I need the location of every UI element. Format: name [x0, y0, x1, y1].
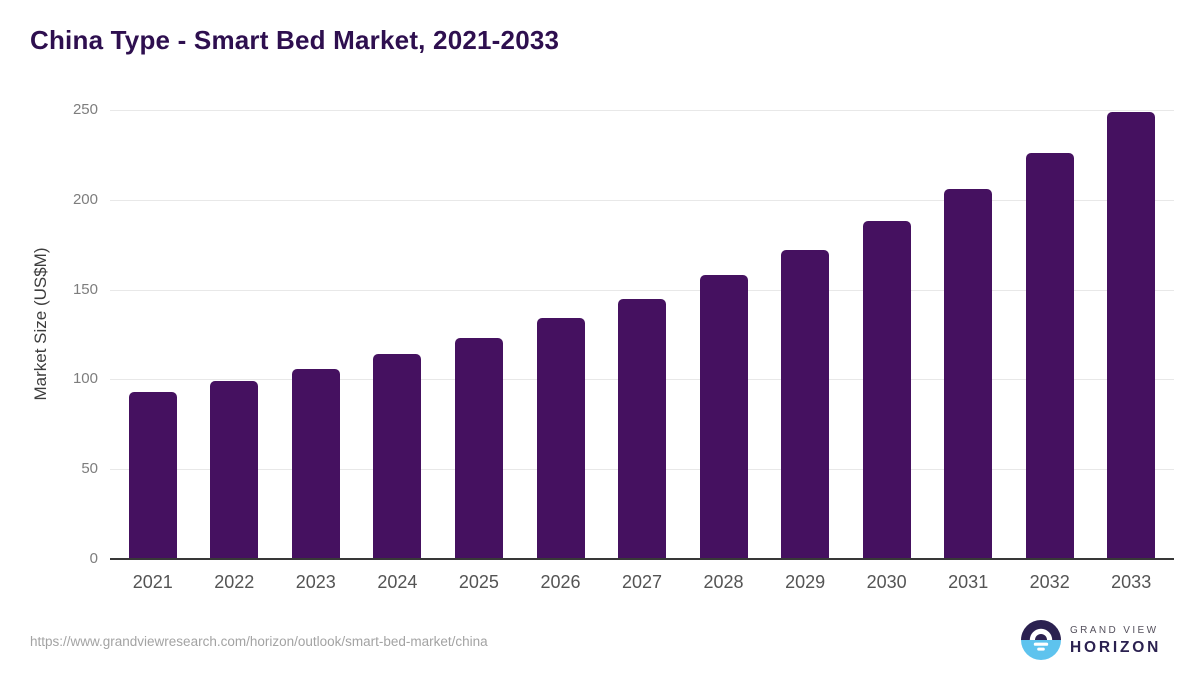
chart-title: China Type - Smart Bed Market, 2021-2033 [30, 25, 560, 55]
bar-2030[interactable] [862, 221, 911, 559]
y-tick-label: 250 [72, 101, 98, 118]
y-tick-label: 0 [89, 550, 98, 567]
bar-2032[interactable] [1025, 153, 1074, 559]
x-tick-label: 2022 [214, 572, 255, 592]
bar-2033[interactable] [1107, 111, 1156, 559]
y-tick-label: 50 [81, 460, 98, 478]
x-tick-label: 2029 [785, 572, 826, 592]
logo-line2: HORIZON [1070, 638, 1162, 656]
bar-2031[interactable] [944, 189, 993, 559]
x-axis-line [110, 558, 1174, 560]
logo-text: GRAND VIEW HORIZON [1070, 624, 1161, 657]
y-tick-label: 150 [72, 280, 98, 298]
bar-2029[interactable] [781, 250, 830, 559]
x-tick-label: 2033 [1111, 572, 1152, 592]
bar-2025[interactable] [454, 338, 503, 559]
gridline [110, 199, 1174, 201]
x-tick-label: 2023 [295, 572, 336, 592]
x-tick-label: 2025 [458, 572, 499, 592]
brand-logo: GRAND VIEW HORIZON [1021, 620, 1161, 660]
gridline [110, 289, 1174, 291]
x-tick-label: 2027 [621, 572, 663, 592]
x-tick-label: 2026 [540, 572, 581, 592]
y-tick-label: 100 [72, 370, 98, 388]
source-url: https://www.grandviewresearch.com/horizo… [30, 634, 488, 649]
y-tick-label: 200 [72, 190, 98, 208]
bar-2021[interactable] [128, 392, 177, 559]
x-tick-label: 2021 [132, 572, 173, 592]
x-tick-label: 2032 [1029, 572, 1070, 592]
bar-2027[interactable] [618, 298, 666, 559]
logo-line1: GRAND VIEW [1070, 624, 1159, 636]
bar-2024[interactable] [373, 354, 422, 559]
x-tick-label: 2030 [866, 572, 907, 592]
bar-2023[interactable] [291, 368, 340, 559]
bar-2026[interactable] [536, 318, 585, 559]
x-tick-label: 2028 [703, 572, 744, 592]
x-tick-label: 2031 [948, 572, 989, 592]
gridline [110, 110, 1174, 111]
x-tick-label: 2024 [377, 572, 418, 592]
horizon-logo-icon [1021, 620, 1061, 660]
bar-2022[interactable] [210, 381, 259, 559]
bar-2028[interactable] [699, 275, 748, 559]
